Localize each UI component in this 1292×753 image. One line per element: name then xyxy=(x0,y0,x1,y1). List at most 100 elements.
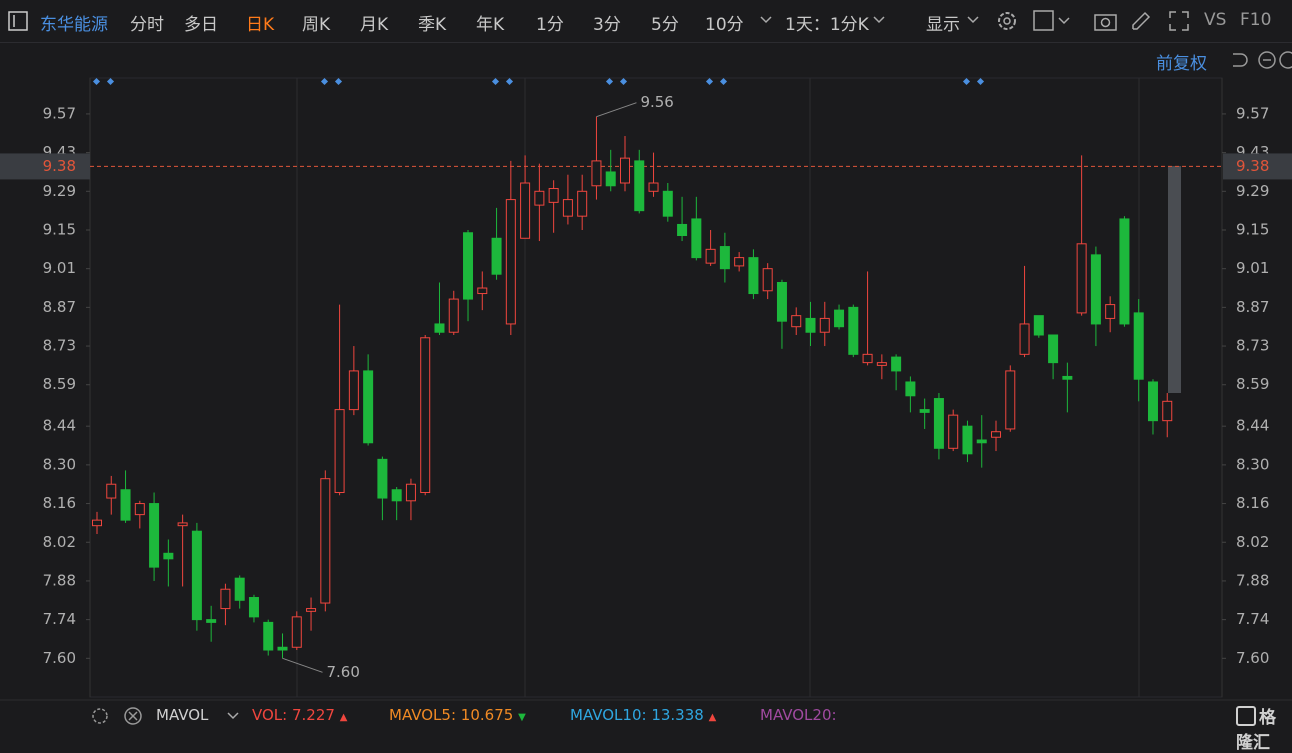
period-tab[interactable]: 5分 xyxy=(651,15,679,35)
plot-frame xyxy=(89,77,1223,698)
y-tick-label: 8.02 xyxy=(1236,533,1269,551)
y-tick-label: 9.57 xyxy=(1236,104,1269,122)
last-price-label: 9.38 xyxy=(1236,157,1269,175)
candle-body xyxy=(791,315,802,328)
candle-body xyxy=(691,218,702,259)
period-tab[interactable]: 周K xyxy=(302,15,331,35)
watermark: 格隆汇 xyxy=(1236,703,1292,753)
last-price-box xyxy=(0,153,90,180)
last-price-label: 9.38 xyxy=(43,157,76,175)
low-annotation: 7.60 xyxy=(327,663,360,681)
candle-body xyxy=(834,309,845,328)
y-tick-label: 9.29 xyxy=(1236,182,1269,200)
legend-item: MAVOL10: 13.338 ▲ xyxy=(570,706,716,724)
trend-arrow: ▲ xyxy=(708,712,717,723)
trend-arrow: ▲ xyxy=(339,712,348,723)
y-tick-label: 9.29 xyxy=(43,182,76,200)
candle-body xyxy=(1119,218,1130,325)
candle-body xyxy=(234,577,245,601)
y-tick-label: 9.15 xyxy=(1236,220,1269,238)
fullscreen-icon[interactable] xyxy=(1168,10,1190,32)
candle-body xyxy=(948,414,959,449)
candle-body xyxy=(562,199,573,217)
legend-item: MAVOL20: xyxy=(760,706,837,724)
candle-body xyxy=(776,281,787,322)
y-tick-label: 9.15 xyxy=(43,220,76,238)
candle-body xyxy=(391,489,402,502)
candle-body xyxy=(363,370,374,444)
candle-body xyxy=(919,409,930,413)
candle-body xyxy=(1090,254,1101,325)
candle-body xyxy=(805,317,816,333)
period-tab[interactable]: 季K xyxy=(418,15,447,35)
candle-body xyxy=(734,257,745,267)
candle-body xyxy=(591,160,602,187)
chart-controls[interactable] xyxy=(1228,49,1292,71)
candle-body xyxy=(1105,304,1116,319)
menu-icon[interactable] xyxy=(8,11,28,31)
y-tick-label: 8.59 xyxy=(43,375,76,393)
candle-body xyxy=(277,646,288,651)
candle-body xyxy=(291,616,302,648)
dropdown-icon[interactable] xyxy=(227,711,239,721)
legend-item: MAVOL5: 10.675 ▼ xyxy=(389,706,526,724)
dropdown-icon[interactable] xyxy=(967,15,979,25)
candle-body xyxy=(962,425,973,455)
indicator-name[interactable]: MAVOL xyxy=(156,706,209,724)
candle-body xyxy=(334,409,345,494)
adjust-mode[interactable]: 前复权 xyxy=(1156,54,1207,74)
candle-body xyxy=(1033,315,1044,336)
candle-body xyxy=(220,588,231,610)
period-tab[interactable]: 多日 xyxy=(184,15,218,35)
y-tick-label: 8.30 xyxy=(43,455,76,473)
toolbar: 东华能源 分时 多日 日K 周K 月K 季K 年K 1分 3分 5分 10分 1… xyxy=(0,0,1292,43)
candle-body xyxy=(1147,381,1158,422)
range-select[interactable]: 1天：1分K xyxy=(785,15,869,35)
candle-body xyxy=(748,257,759,295)
period-tab[interactable]: 月K xyxy=(360,15,389,35)
period-tab[interactable]: 年K xyxy=(476,15,505,35)
y-tick-label: 8.16 xyxy=(1236,494,1269,512)
range-bar xyxy=(1168,166,1181,393)
stock-name[interactable]: 东华能源 xyxy=(40,15,108,35)
y-tick-label: 7.74 xyxy=(43,610,76,628)
trend-arrow: ▼ xyxy=(518,712,526,723)
candle-body xyxy=(662,190,673,217)
dropdown-icon[interactable] xyxy=(760,15,772,25)
candle-body xyxy=(477,287,488,295)
y-tick-label: 8.44 xyxy=(1236,417,1269,435)
period-tab[interactable]: 分时 xyxy=(130,15,164,35)
candle-body xyxy=(577,190,588,217)
candle-body xyxy=(491,237,502,275)
dropdown-icon[interactable] xyxy=(873,15,885,25)
candle-body xyxy=(819,317,830,333)
legend-name: MAVOL10: xyxy=(570,706,647,724)
period-tab[interactable]: 1分 xyxy=(536,15,564,35)
y-tick-label: 8.16 xyxy=(43,494,76,512)
annotation-leader xyxy=(596,102,637,118)
candle-body xyxy=(177,522,188,527)
candle-body xyxy=(134,503,145,516)
candle-body xyxy=(891,356,902,372)
watermark-logo xyxy=(1236,706,1256,726)
period-tab[interactable]: 10分 xyxy=(705,15,744,35)
y-tick-label: 7.88 xyxy=(43,571,76,589)
layout-icon[interactable] xyxy=(1033,10,1073,32)
volume-controls[interactable] xyxy=(90,705,150,727)
legend-item: VOL: 7.227 ▲ xyxy=(252,706,347,724)
period-tab[interactable]: 3分 xyxy=(593,15,621,35)
candle-body xyxy=(648,182,659,192)
draw-icon[interactable] xyxy=(1130,10,1152,32)
high-annotation: 9.56 xyxy=(640,93,673,111)
display-menu[interactable]: 显示 xyxy=(926,15,960,35)
candle-body xyxy=(1062,375,1073,380)
period-tab[interactable]: 日K xyxy=(246,15,275,35)
compare-button[interactable]: VS xyxy=(1204,10,1227,30)
settings-icon[interactable] xyxy=(995,9,1019,33)
f10-button[interactable]: F10 xyxy=(1240,10,1272,30)
y-tick-label: 8.30 xyxy=(1236,455,1269,473)
candle-body xyxy=(605,171,616,187)
legend-name: MAVOL5: xyxy=(389,706,457,724)
camera-icon[interactable] xyxy=(1093,10,1119,32)
